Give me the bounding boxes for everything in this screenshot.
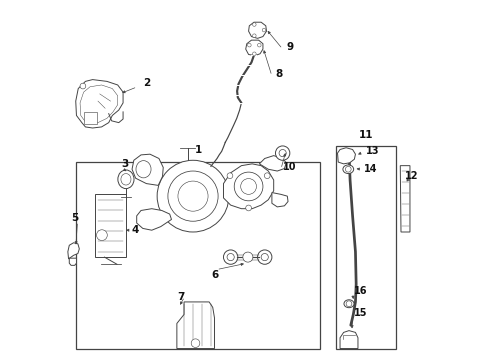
Circle shape xyxy=(252,52,256,55)
Text: 5: 5 xyxy=(71,213,78,222)
Ellipse shape xyxy=(121,174,131,185)
Text: 14: 14 xyxy=(364,164,377,174)
Circle shape xyxy=(245,205,251,211)
Circle shape xyxy=(279,149,286,157)
Text: 12: 12 xyxy=(405,171,418,181)
Polygon shape xyxy=(248,22,267,39)
Circle shape xyxy=(241,179,256,194)
Text: 11: 11 xyxy=(359,130,373,140)
Polygon shape xyxy=(338,148,355,164)
Polygon shape xyxy=(132,154,163,185)
Polygon shape xyxy=(76,80,123,128)
Text: 8: 8 xyxy=(275,69,283,79)
Circle shape xyxy=(346,301,352,307)
Circle shape xyxy=(258,250,272,264)
Text: 9: 9 xyxy=(286,42,294,52)
Circle shape xyxy=(243,252,253,262)
Text: 7: 7 xyxy=(177,292,184,302)
Circle shape xyxy=(157,160,229,232)
Polygon shape xyxy=(400,166,410,232)
Bar xyxy=(76,162,320,348)
Polygon shape xyxy=(137,209,172,230)
Ellipse shape xyxy=(118,170,134,189)
Text: 3: 3 xyxy=(121,159,128,169)
Circle shape xyxy=(227,253,234,261)
Circle shape xyxy=(191,339,200,347)
Bar xyxy=(337,146,395,348)
Polygon shape xyxy=(259,156,286,171)
Ellipse shape xyxy=(343,165,354,174)
Text: 4: 4 xyxy=(132,225,139,235)
Circle shape xyxy=(223,250,238,264)
Polygon shape xyxy=(340,330,358,348)
Circle shape xyxy=(178,181,208,211)
Polygon shape xyxy=(272,193,288,207)
Polygon shape xyxy=(163,184,223,198)
Circle shape xyxy=(252,34,256,37)
Circle shape xyxy=(227,173,233,179)
Circle shape xyxy=(264,173,270,179)
Text: 6: 6 xyxy=(211,270,218,280)
Circle shape xyxy=(97,230,107,240)
Circle shape xyxy=(258,43,261,47)
Circle shape xyxy=(262,28,266,32)
Bar xyxy=(96,194,126,257)
Circle shape xyxy=(168,171,218,221)
Circle shape xyxy=(234,172,263,201)
Text: 1: 1 xyxy=(195,144,202,154)
Circle shape xyxy=(345,166,351,172)
Text: 15: 15 xyxy=(354,308,367,318)
Text: 13: 13 xyxy=(366,146,379,156)
Text: 16: 16 xyxy=(354,286,367,296)
Circle shape xyxy=(247,43,251,47)
Circle shape xyxy=(275,146,290,160)
Polygon shape xyxy=(177,302,215,348)
Circle shape xyxy=(252,23,256,26)
Circle shape xyxy=(80,83,86,89)
Polygon shape xyxy=(245,40,263,55)
Text: 10: 10 xyxy=(283,162,296,172)
Text: 2: 2 xyxy=(143,78,150,88)
Polygon shape xyxy=(68,243,79,259)
Ellipse shape xyxy=(136,161,151,178)
Bar xyxy=(84,112,97,125)
Polygon shape xyxy=(69,258,76,265)
Circle shape xyxy=(261,253,269,261)
Polygon shape xyxy=(223,164,274,209)
Ellipse shape xyxy=(344,300,354,308)
